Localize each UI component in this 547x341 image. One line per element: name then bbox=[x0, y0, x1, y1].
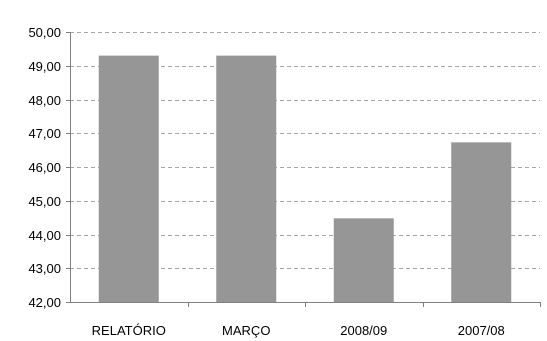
y-tick-label: 42,00 bbox=[28, 295, 61, 310]
x-axis-tick-labels: RELATÓRIO MARÇO 2008/09 2007/08 bbox=[92, 323, 505, 338]
y-axis-tick-labels: 42,00 43,00 44,00 45,00 46,00 47,00 48,00 49,00… bbox=[28, 25, 61, 310]
y-tick-label: 43,00 bbox=[28, 261, 61, 276]
bar bbox=[98, 55, 159, 302]
y-tick-label: 48,00 bbox=[28, 93, 61, 108]
y-tick-label: 46,00 bbox=[28, 160, 61, 175]
y-tick-label: 44,00 bbox=[28, 228, 61, 243]
y-tick-label: 50,00 bbox=[28, 25, 61, 40]
axes bbox=[66, 32, 541, 307]
y-tick-label: 47,00 bbox=[28, 126, 61, 141]
x-tick-label: RELATÓRIO bbox=[92, 323, 166, 338]
x-tick-label: 2008/09 bbox=[340, 323, 387, 338]
y-tick-label: 49,00 bbox=[28, 59, 61, 74]
bars bbox=[98, 55, 512, 302]
bar bbox=[333, 218, 394, 302]
x-tick-label: 2007/08 bbox=[458, 323, 505, 338]
bar bbox=[451, 142, 512, 302]
x-tick-label: MARÇO bbox=[222, 323, 270, 338]
y-tick-label: 45,00 bbox=[28, 194, 61, 209]
bar bbox=[216, 55, 277, 302]
